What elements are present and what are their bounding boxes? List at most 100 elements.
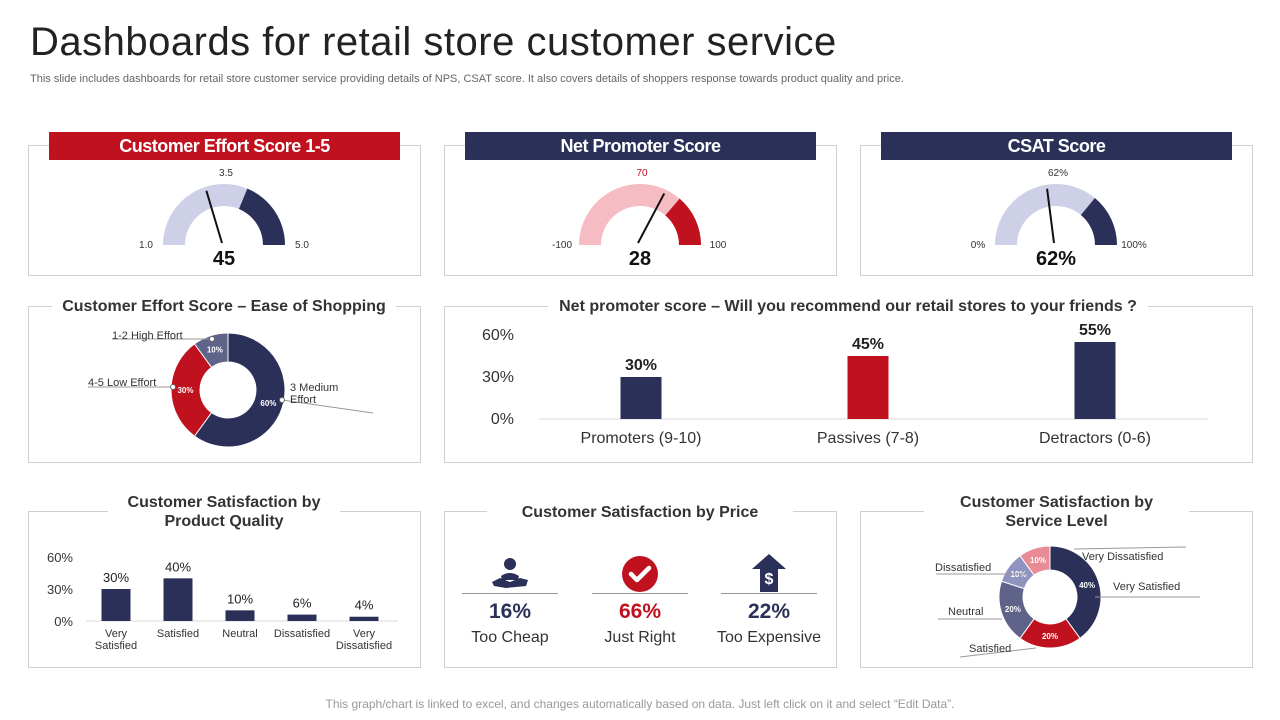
check-circle-icon	[622, 556, 658, 592]
donut-value-label: 20%	[1005, 605, 1021, 614]
csat-gauge-panel	[860, 145, 1253, 276]
donut-value-label: 20%	[1042, 632, 1058, 641]
y-tick-label: 60%	[47, 550, 73, 565]
bar	[847, 356, 889, 419]
leader-line	[281, 399, 374, 414]
price-item-too-expensive: 22% Too Expensive	[714, 593, 824, 647]
y-tick-label: 0%	[54, 614, 73, 629]
gauge-max-label: 100	[710, 240, 727, 251]
nps-bar-title: Net promoter score – Will you recommend …	[548, 297, 1148, 316]
donut-value-label: 40%	[1079, 581, 1095, 590]
ease-shopping-donut: 60% 30% 10% 3 Medium Effort 4-5 Low Effort 1-2…	[88, 330, 374, 448]
gauge-value-label: 45	[213, 248, 235, 270]
bar-value-label: 10%	[227, 591, 253, 606]
gauge-needle	[1046, 188, 1055, 244]
donut-slice	[193, 332, 286, 448]
y-tick-label: 60%	[482, 327, 514, 344]
gauge-min-label: 0%	[971, 240, 986, 251]
price-value: 16%	[488, 600, 532, 623]
bar-value-label: 30%	[103, 570, 129, 585]
x-category-label: Dissatisfied	[274, 628, 330, 640]
bar	[1074, 342, 1116, 419]
bar-value-label: 30%	[625, 357, 657, 374]
dollar-arrow-up-icon: $	[752, 554, 786, 592]
donut-slice-name: 4-5 Low Effort	[88, 377, 156, 389]
service-title: Customer Satisfaction by Service Level	[924, 493, 1189, 531]
y-tick-label: 0%	[491, 411, 514, 428]
donut-slice-name: Very Dissatisfied	[1082, 551, 1163, 563]
x-category-label: Neutral	[222, 628, 257, 640]
gauge-track	[995, 184, 1117, 245]
price-label: Just Right	[604, 629, 676, 646]
leader-dot	[170, 384, 176, 390]
donut-slice-name: Neutral	[948, 606, 983, 618]
price-value: 66%	[618, 600, 662, 623]
gauge-mid-label: 70	[636, 168, 648, 179]
donut-slice-name: Very Satisfied	[1113, 581, 1180, 593]
price-title: Customer Satisfaction by Price	[487, 503, 793, 522]
price-label: Too Cheap	[471, 629, 549, 646]
y-tick-label: 30%	[47, 582, 73, 597]
leader-line	[959, 647, 1037, 658]
ces-gauge-header: Customer Effort Score 1-5	[49, 132, 400, 160]
donut-value-label: 30%	[177, 386, 193, 395]
csat-gauge-header: CSAT Score	[881, 132, 1232, 160]
donut-value-label: 10%	[207, 346, 223, 355]
page-subtitle: This slide includes dashboards for retai…	[30, 73, 904, 85]
quality-title: Customer Satisfaction by Product Quality	[108, 493, 340, 531]
x-category-label: Very Dissatisfied	[336, 628, 392, 652]
gauge-max-label: 5.0	[295, 240, 309, 251]
gauge-mid-label: 62%	[1048, 168, 1068, 179]
bar-value-label: 4%	[355, 598, 374, 613]
bar	[225, 610, 255, 621]
price-divider	[462, 593, 558, 594]
donut-slice-name: Satisfied	[969, 643, 1011, 655]
quality-bar-chart: 0% 30% 60% 30% Very Satisfied 40% Satisfied 10% N…	[47, 550, 398, 652]
nps-gauge-chart: -100 100 70 28	[552, 168, 727, 270]
nps-gauge-header: Net Promoter Score	[465, 132, 816, 160]
page-title: Dashboards for retail store customer ser…	[30, 20, 837, 64]
bar-value-label: 6%	[293, 596, 312, 611]
service-donut: 40% 20% 20% 10% 10% Very Dissatisfied Very Sat…	[935, 545, 1200, 658]
gauge-fill	[238, 188, 285, 245]
x-category-label: Promoters (9-10)	[581, 430, 702, 447]
hand-user-icon	[492, 558, 528, 588]
price-divider	[592, 593, 688, 594]
gauge-fill	[665, 198, 701, 245]
bar	[101, 589, 131, 621]
donut-value-label: 60%	[260, 399, 276, 408]
ces-gauge-chart: 1.0 5.0 3.5 45	[139, 168, 309, 270]
donut-slice-name: Dissatisfied	[935, 562, 991, 574]
donut-slice-name: 1-2 High Effort	[112, 330, 183, 342]
gauge-value-label: 62%	[1036, 248, 1076, 270]
price-value: 22%	[747, 600, 791, 623]
x-category-label: Passives (7-8)	[817, 430, 919, 447]
bar	[349, 616, 379, 621]
bar	[287, 614, 317, 621]
donut-value-label: 10%	[1010, 570, 1026, 579]
bar-value-label: 55%	[1079, 322, 1111, 339]
quality-panel	[28, 511, 421, 668]
gauge-min-label: -100	[552, 240, 572, 251]
footer-note: This graph/chart is linked to excel, and…	[325, 697, 955, 711]
gauge-needle	[637, 192, 666, 244]
bar	[620, 377, 662, 419]
price-item-just-right: 66% Just Right	[585, 593, 695, 647]
leader-dot	[279, 397, 285, 403]
leader-dot	[209, 336, 215, 342]
donut-slice	[1049, 545, 1102, 639]
y-tick-label: 30%	[482, 369, 514, 386]
donut-slice	[170, 343, 213, 437]
price-item-too-cheap: 16% Too Cheap	[455, 593, 565, 647]
gauge-fill	[1080, 197, 1117, 245]
nps-bar-chart: 0% 30% 60% 30% Promoters (9-10) 45% Passives (…	[482, 322, 1208, 447]
price-divider	[721, 593, 817, 594]
donut-value-label: 10%	[1030, 556, 1046, 565]
x-category-label: Very Satisfied	[95, 628, 137, 652]
gauge-min-label: 1.0	[139, 240, 153, 251]
donut-slice	[1019, 545, 1051, 576]
donut-slice-name: 3 Medium Effort	[290, 382, 338, 406]
bar	[163, 578, 193, 621]
svg-text:$: $	[765, 571, 774, 588]
gauge-max-label: 100%	[1121, 240, 1147, 251]
